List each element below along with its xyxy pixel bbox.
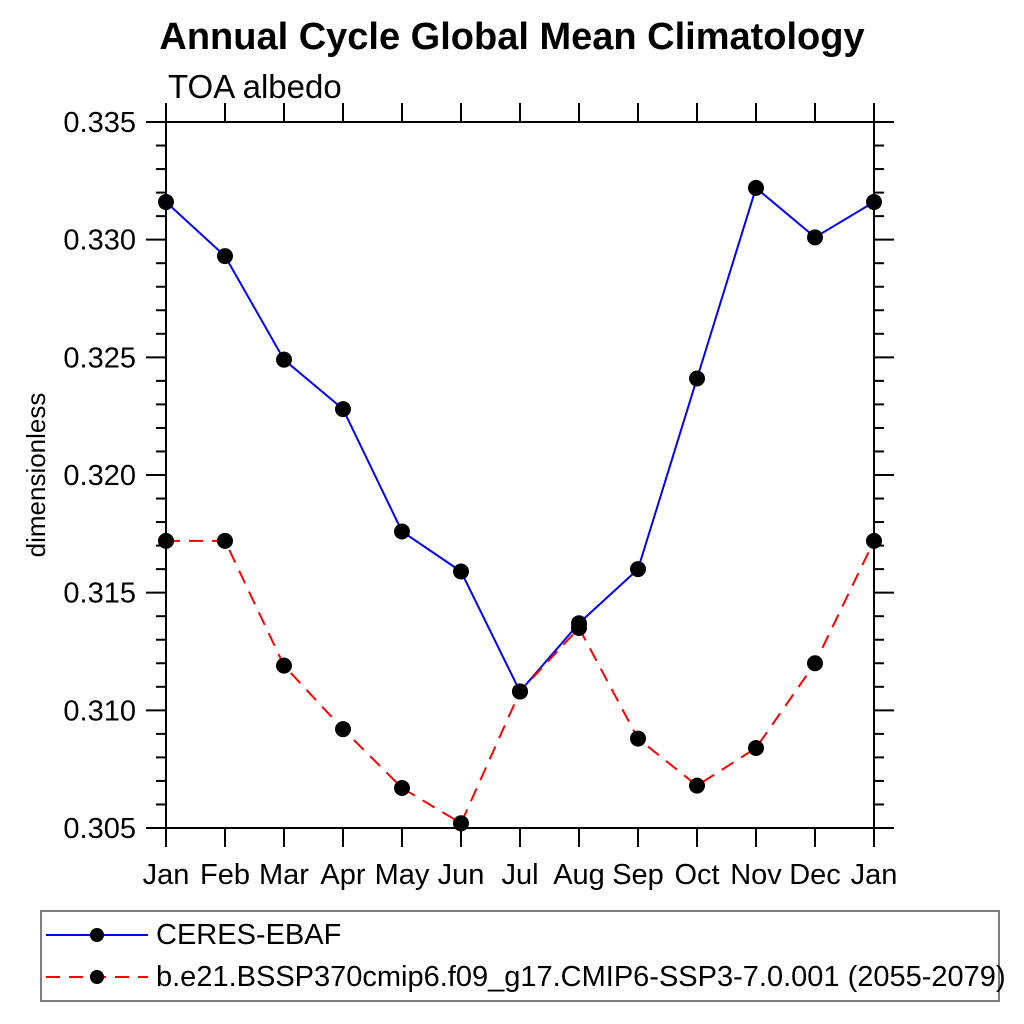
x-tick-label: Apr [320, 859, 365, 891]
data-point-marker [158, 194, 174, 211]
chart-title: Annual Cycle Global Mean Climatology [159, 16, 865, 58]
data-point-marker [335, 401, 351, 418]
y-tick-label: 0.330 [63, 225, 136, 257]
y-tick-label: 0.320 [63, 460, 136, 492]
data-point-marker [689, 777, 705, 794]
y-tick-label: 0.335 [63, 107, 136, 139]
data-point-marker [748, 739, 764, 756]
legend-item-ceres-ebaf: CERES-EBAF [42, 915, 998, 955]
x-tick-label: Dec [789, 859, 841, 891]
y-axis-label: dimensionless [21, 393, 51, 558]
data-point-marker [394, 779, 410, 796]
data-point-marker [748, 179, 764, 196]
legend-line-sample-solid [46, 928, 148, 942]
y-tick-label: 0.305 [63, 813, 136, 845]
x-axis-ticks: Jan Feb Mar Apr May Jun Jul Aug Sep Oct Nov Dec Jan [143, 103, 898, 891]
legend-line-sample-dashed [46, 970, 148, 984]
x-tick-label: Jul [501, 859, 538, 891]
x-tick-label: Aug [553, 859, 605, 891]
data-point-marker [866, 194, 882, 211]
x-tick-label: Jan [851, 859, 898, 891]
data-point-marker [512, 683, 528, 700]
x-tick-label: Feb [200, 859, 250, 891]
data-point-marker [571, 619, 587, 636]
x-tick-label: Jun [438, 859, 485, 891]
y-axis-ticks: 0.335 0.330 0.325 0.320 0.315 0.310 0.305 [63, 107, 894, 845]
x-tick-label: Oct [674, 859, 719, 891]
series-model [158, 532, 882, 832]
y-tick-label: 0.325 [63, 342, 136, 374]
data-point-marker [866, 532, 882, 549]
x-tick-label: Sep [612, 859, 664, 891]
data-point-marker [807, 229, 823, 246]
data-point-marker [276, 657, 292, 674]
legend-item-model: b.e21.BSSP370cmip6.f09_g17.CMIP6-SSP3-7.… [42, 957, 1006, 997]
y-tick-label: 0.315 [63, 578, 136, 610]
series-ceres-ebaf [158, 179, 882, 700]
data-point-marker [276, 351, 292, 368]
legend-marker-icon [90, 928, 104, 942]
legend-label-ceres-ebaf: CERES-EBAF [156, 918, 342, 951]
data-point-marker [630, 561, 646, 578]
x-tick-label: Jan [143, 859, 190, 891]
chart-subtitle: TOA albedo [168, 68, 342, 105]
data-point-marker [335, 721, 351, 738]
legend: CERES-EBAF b.e21.BSSP370cmip6.f09_g17.CM… [40, 910, 1006, 1002]
data-point-marker [217, 248, 233, 265]
data-point-marker [217, 532, 233, 549]
legend-label-model: b.e21.BSSP370cmip6.f09_g17.CMIP6-SSP3-7.… [156, 960, 1006, 993]
x-tick-label: Nov [730, 859, 782, 891]
legend-marker-icon [90, 970, 104, 984]
data-point-marker [158, 532, 174, 549]
data-point-marker [689, 370, 705, 387]
x-tick-label: Mar [259, 859, 309, 891]
axis-frame [165, 121, 875, 829]
x-tick-label: May [375, 859, 430, 891]
data-point-marker [630, 730, 646, 747]
data-point-marker [453, 563, 469, 580]
y-tick-label: 0.310 [63, 695, 136, 727]
data-point-marker [453, 815, 469, 832]
data-point-marker [394, 523, 410, 540]
data-point-marker [807, 655, 823, 672]
